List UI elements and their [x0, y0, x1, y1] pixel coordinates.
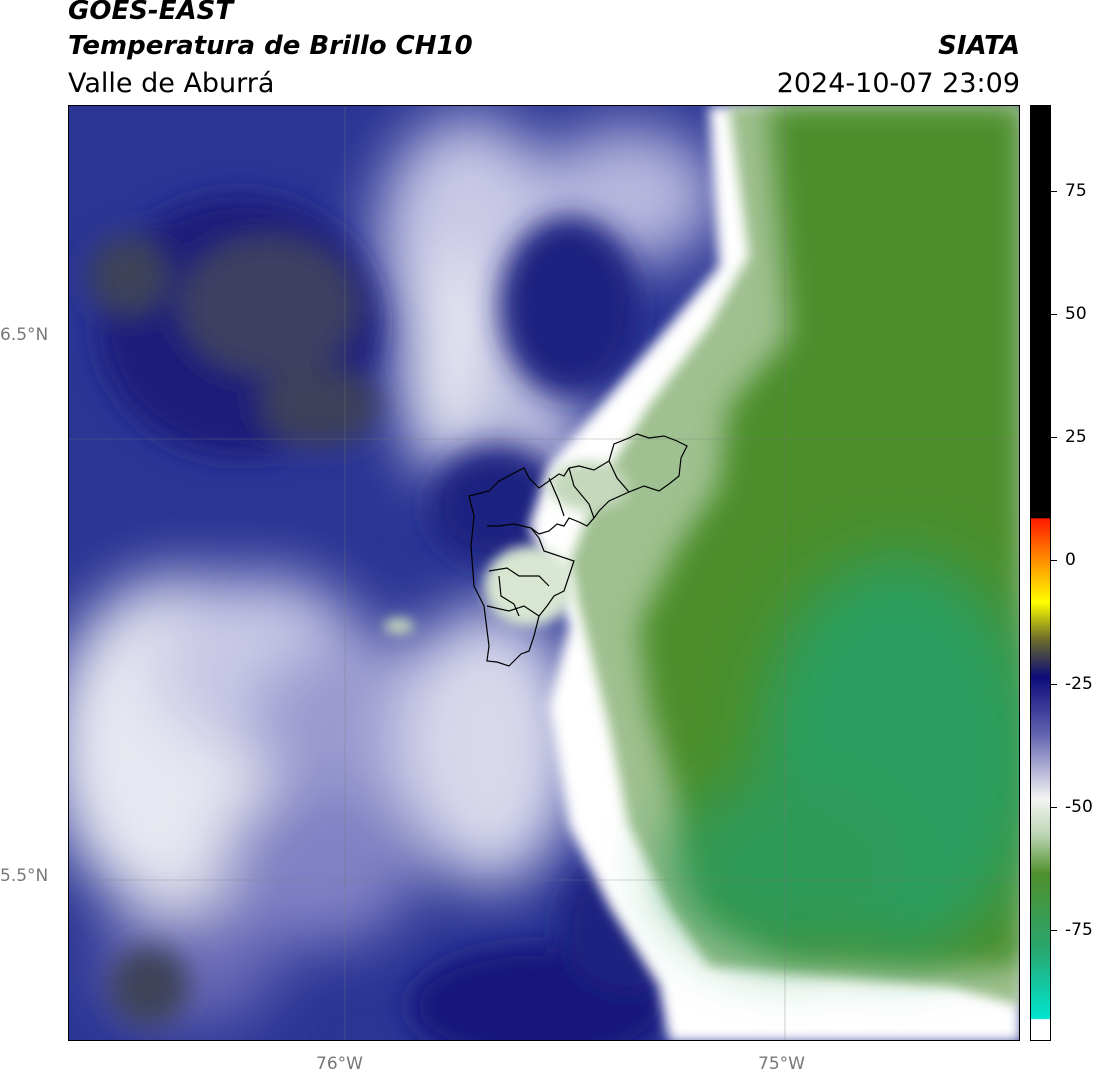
datetime-label: 2024-10-07 23:09	[776, 68, 1020, 99]
colorbar-tick	[1051, 437, 1057, 438]
municipal-boundaries	[468, 433, 688, 667]
lon-label-76w: 76°W	[316, 1054, 363, 1074]
colorbar-tick	[1051, 684, 1057, 685]
colorbar-label-minus-25: -25	[1065, 674, 1093, 694]
colorbar-label-0: 0	[1065, 550, 1076, 570]
title-line-2: Temperatura de Brillo CH10	[68, 31, 473, 61]
colorbar	[1030, 105, 1051, 1041]
colorbar-tick	[1051, 314, 1057, 315]
colorbar-label-50: 50	[1065, 304, 1087, 324]
colorbar-tick	[1051, 930, 1057, 931]
colorbar-tick	[1051, 191, 1057, 192]
lon-label-75w: 75°W	[758, 1054, 805, 1074]
colorbar-tick	[1051, 560, 1057, 561]
brightness-temperature-field	[69, 106, 1019, 1040]
colorbar-label-25: 25	[1065, 427, 1087, 447]
colorbar-gradient	[1031, 106, 1050, 1040]
colorbar-label-75: 75	[1065, 181, 1087, 201]
lat-label-6-5: 6.5°N	[0, 325, 49, 345]
region-subtitle: Valle de Aburrá	[68, 68, 275, 99]
lat-label-5-5: 5.5°N	[0, 866, 49, 886]
title-line-1: GOES-EAST	[68, 0, 234, 26]
org-label: SIATA	[938, 31, 1020, 61]
colorbar-label-minus-75: -75	[1065, 920, 1093, 940]
colorbar-label-minus-50: -50	[1065, 797, 1093, 817]
satellite-map[interactable]	[68, 105, 1020, 1041]
colorbar-tick	[1051, 807, 1057, 808]
